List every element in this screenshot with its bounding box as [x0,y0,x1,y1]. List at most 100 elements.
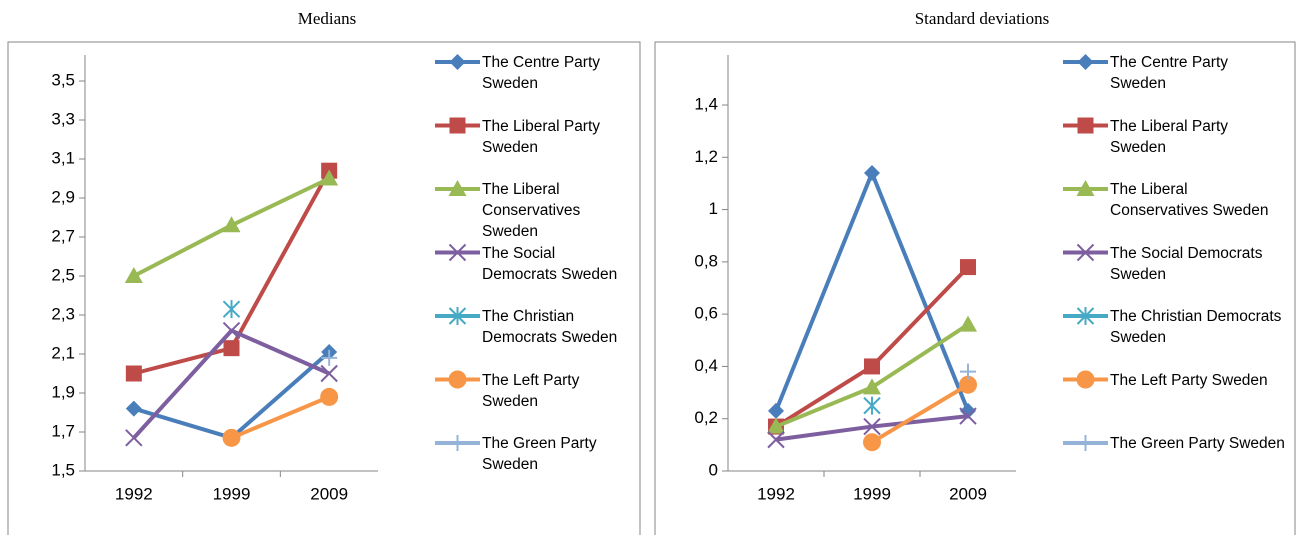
marker [767,430,785,449]
marker [960,363,976,380]
series [124,169,339,283]
marker [320,364,338,383]
series [960,363,976,380]
y-tick-label: 2,1 [51,343,75,362]
marker [864,358,880,375]
marker [125,365,142,382]
legend-label: The Left Party Sweden [482,371,580,410]
marker [1076,243,1095,262]
marker [1077,117,1094,134]
marker [449,117,466,134]
series [125,162,338,382]
y-tick-label: 3,3 [51,109,75,128]
y-tick-label: 2,7 [51,226,75,245]
marker [449,54,466,70]
y-tick-label: 3,5 [51,70,75,89]
legend-label: The Green Party Sweden [1110,435,1285,452]
marker [959,375,977,394]
series [222,387,339,447]
y-tick-label: 1,7 [51,421,75,440]
marker [1076,180,1095,196]
x-tick-label: 2009 [949,484,987,503]
series [321,349,338,366]
legend-label: The Social Democrats Sweden [482,244,618,283]
series [767,315,977,434]
y-tick-label: 0 [709,460,718,479]
marker [223,340,240,357]
series [222,300,241,319]
legend-label: The Christian Democrats Sweden [1110,308,1282,346]
marker [1077,54,1094,70]
marker [863,433,881,452]
marker [222,300,241,319]
marker [863,378,881,395]
series-line [774,170,970,412]
y-tick-label: 2,3 [51,304,75,323]
x-tick-label: 1992 [115,484,153,503]
y-tick-label: 1,5 [51,460,75,479]
marker [320,387,339,406]
legend-label: The Christian Democrats Sweden [482,308,618,346]
series [863,396,881,415]
y-tick-label: 0,8 [694,251,718,270]
legend-label: The Left Party Sweden [1110,371,1268,389]
marker [222,216,241,233]
chart-title: Medians [298,9,357,28]
marker [1076,307,1095,325]
x-tick-label: 1999 [213,484,251,503]
marker [768,402,784,419]
y-tick-label: 0,6 [694,304,718,323]
series-line [870,383,970,444]
legend-label: The Centre Party Sweden [1110,54,1229,92]
x-tick-label: 1999 [853,484,891,503]
legend-label: The Centre Party Sweden [482,54,601,92]
y-tick-label: 3,1 [51,148,75,167]
legend-label: The Liberal Party Sweden [482,117,601,156]
legend-label: The Green Party Sweden [482,435,597,473]
y-tick-label: 1,9 [51,382,75,401]
marker [125,400,142,417]
series [767,407,977,449]
marker [222,428,241,447]
marker [320,169,339,186]
chart-title: Standard deviations [915,9,1050,28]
series [768,164,976,419]
marker [1077,435,1094,451]
marker [863,417,881,436]
marker [124,267,143,283]
y-tick-label: 1,2 [694,147,718,166]
series [125,321,338,447]
marker [222,321,241,340]
marker [449,435,466,451]
series [863,375,977,452]
marker [864,164,880,181]
marker [960,259,976,276]
marker [448,370,467,389]
chart-frame [654,41,1296,535]
legend-label: The Social Democrats Sweden [1110,244,1263,283]
marker [959,315,977,332]
y-tick-label: 0,2 [694,408,718,427]
series-line [230,395,330,440]
marker [448,307,467,325]
y-tick-label: 1,4 [694,94,718,113]
marker [863,396,881,415]
chart-frame [7,41,641,535]
y-tick-label: 2,9 [51,187,75,206]
legend-label: The Liberal Party Sweden [1110,117,1229,156]
y-tick-label: 0,4 [694,356,718,375]
legend-label: The Liberal Conservatives Sweden [1110,181,1269,219]
y-tick-label: 2,5 [51,265,75,284]
x-tick-label: 2009 [310,484,348,503]
marker [448,180,467,196]
marker [1076,370,1095,389]
x-tick-label: 1992 [757,484,795,503]
marker [448,243,467,262]
marker [959,407,977,425]
marker [125,429,143,447]
legend-label: The Liberal Conservatives Sweden [482,181,581,240]
marker [767,417,785,434]
y-tick-label: 1 [709,199,718,218]
